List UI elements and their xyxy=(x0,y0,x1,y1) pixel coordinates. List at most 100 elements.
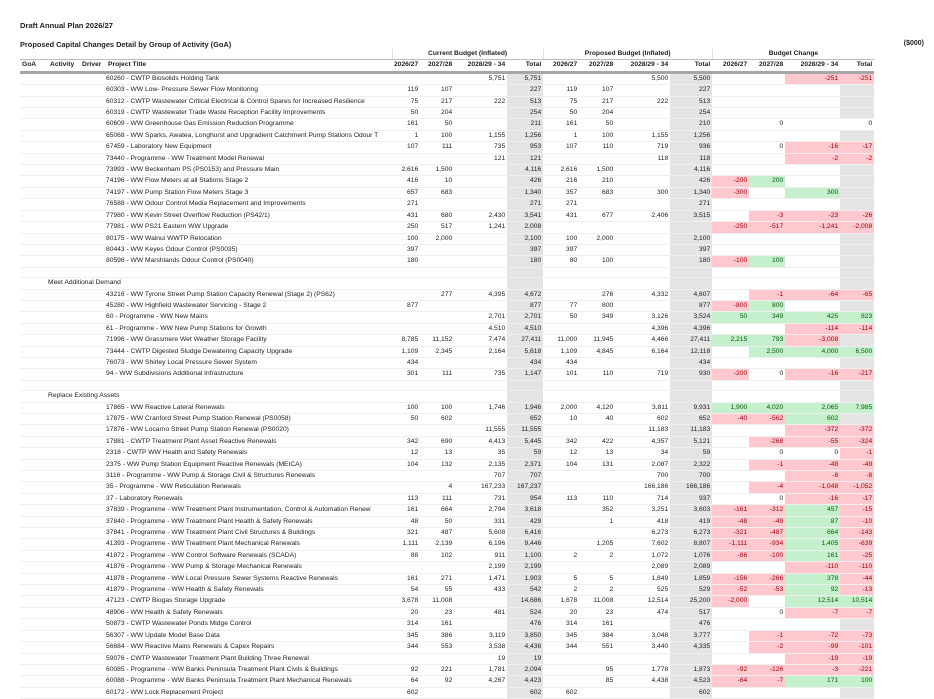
driver-cell xyxy=(80,516,106,529)
table-row: 65068 - WW Sparks, Awatea, Longhurst and… xyxy=(20,130,875,143)
project-title: 50873 - CWTP Wastewater Ponds Midge Cont… xyxy=(106,618,392,631)
current-y1-value: 161 xyxy=(392,573,421,586)
change-total-value: -8 xyxy=(840,470,875,483)
proposed-y1-value xyxy=(543,538,580,551)
goa-cell xyxy=(20,300,48,313)
current-y3-value xyxy=(454,187,508,200)
change-y3-value xyxy=(785,687,841,699)
proposed-y1-value xyxy=(543,516,580,529)
current-y3-value: 222 xyxy=(454,96,508,109)
activity-cell xyxy=(48,402,80,414)
proposed-y1-value xyxy=(543,72,580,86)
current-total-value: 14,686 xyxy=(507,595,544,608)
change-y2-value: -268 xyxy=(749,436,786,449)
change-y3-value: -19 xyxy=(785,653,841,665)
empty-cell xyxy=(785,277,841,290)
change-y3-value: -23 xyxy=(785,210,841,223)
current-y1-value: 434 xyxy=(392,357,421,370)
proposed-y3-value: 3,126 xyxy=(615,311,671,324)
col-change-total: Total xyxy=(840,59,875,74)
proposed-total-value: 877 xyxy=(670,300,713,313)
change-y2-value xyxy=(749,561,786,574)
goa-cell xyxy=(20,550,48,563)
current-y2-value: 271 xyxy=(420,573,455,586)
driver-cell xyxy=(80,96,106,109)
change-total-value: -251 xyxy=(840,72,875,86)
change-total-value: -17 xyxy=(840,141,875,154)
proposed-y2-value xyxy=(579,221,616,234)
current-y1-value: 602 xyxy=(392,687,421,699)
project-title: 60312 - CWTP Wastewater Critical Electri… xyxy=(106,96,392,109)
current-y3-value: 735 xyxy=(454,141,508,154)
current-y2-value: 277 xyxy=(420,289,455,301)
empty-cell xyxy=(507,380,544,392)
empty-cell xyxy=(543,390,580,403)
proposed-y3-value: 4,357 xyxy=(615,436,671,449)
change-total-value xyxy=(840,413,875,426)
change-y1-value: -300 xyxy=(712,187,750,200)
change-y3-value: 12,514 xyxy=(785,595,841,608)
change-y1-value: -250 xyxy=(712,221,750,234)
project-title: 60319 - CWTP Wastewater Trade Waste Rece… xyxy=(106,107,392,120)
driver-cell xyxy=(80,538,106,551)
project-title: 74197 - WW Pump Station Flow Meters Stag… xyxy=(106,187,392,200)
current-y3-value: 481 xyxy=(454,607,508,620)
proposed-y2-value: 11,945 xyxy=(579,334,616,347)
current-y1-value xyxy=(392,481,421,494)
change-y1-value xyxy=(712,561,750,574)
proposed-y3-value xyxy=(615,221,671,234)
empty-cell xyxy=(840,277,875,290)
proposed-y3-value: 7,602 xyxy=(615,538,671,551)
change-y3-value xyxy=(785,96,841,109)
empty-cell xyxy=(749,267,786,279)
activity-cell xyxy=(48,357,80,370)
change-y2-value: 200 xyxy=(749,175,786,188)
table-row: 37840 - Programme - WW Treatment Plant H… xyxy=(20,516,875,529)
goa-cell xyxy=(20,607,48,620)
blank-row xyxy=(20,380,875,392)
project-title: 17865 - WW Reactive Lateral Renewals xyxy=(106,402,392,414)
current-y2-value: 204 xyxy=(420,107,455,120)
current-y2-value: 487 xyxy=(420,527,455,540)
table-body: 60260 - CWTP Biosolids Holding Tank 5,751… xyxy=(20,72,875,699)
current-total-value: 11,555 xyxy=(507,424,544,437)
goa-cell xyxy=(20,573,48,586)
proposed-total-value: 517 xyxy=(670,607,713,620)
change-y1-value xyxy=(712,618,750,631)
change-total-value xyxy=(840,357,875,370)
current-y2-value: 4 xyxy=(420,481,455,494)
current-y1-value: 92 xyxy=(392,664,421,677)
activity-cell xyxy=(48,153,80,166)
current-y2-value: 111 xyxy=(420,493,455,506)
proposed-total-value: 59 xyxy=(670,447,713,460)
proposed-y2-value xyxy=(579,653,616,665)
proposed-y1-value: 1,109 xyxy=(543,346,580,358)
driver-cell xyxy=(80,141,106,154)
driver-cell xyxy=(80,255,106,268)
activity-cell xyxy=(48,289,80,301)
change-y3-value: 300 xyxy=(785,187,841,200)
change-y1-value: -52 xyxy=(712,584,750,597)
change-y3-value: -8 xyxy=(785,470,841,483)
table-row: 43216 - WW Tyrone Street Pump Station Ca… xyxy=(20,289,875,301)
project-title: 37 - Laboratory Renewals xyxy=(106,493,392,506)
proposed-total-value: 1,873 xyxy=(670,664,713,677)
blank-row xyxy=(20,267,875,279)
current-total-value: 180 xyxy=(507,255,544,268)
change-y2-value: -517 xyxy=(749,221,786,234)
proposed-y1-value: 20 xyxy=(543,607,580,620)
proposed-total-value: 4,116 xyxy=(670,164,713,177)
change-y1-value xyxy=(712,447,750,460)
change-y2-value: 0 xyxy=(749,447,786,460)
table-row: 50873 - CWTP Wastewater Ponds Midge Cont… xyxy=(20,618,875,631)
empty-cell xyxy=(615,277,671,290)
current-y3-value xyxy=(454,300,508,313)
change-y2-value xyxy=(749,653,786,665)
change-y2-value: -562 xyxy=(749,413,786,426)
change-total-value: -639 xyxy=(840,538,875,551)
goa-cell xyxy=(20,164,48,177)
project-title: 43216 - WW Tyrone Street Pump Station Ca… xyxy=(106,289,392,301)
change-y3-value: 425 xyxy=(785,311,841,324)
empty-cell xyxy=(615,267,671,279)
current-y3-value xyxy=(454,595,508,608)
